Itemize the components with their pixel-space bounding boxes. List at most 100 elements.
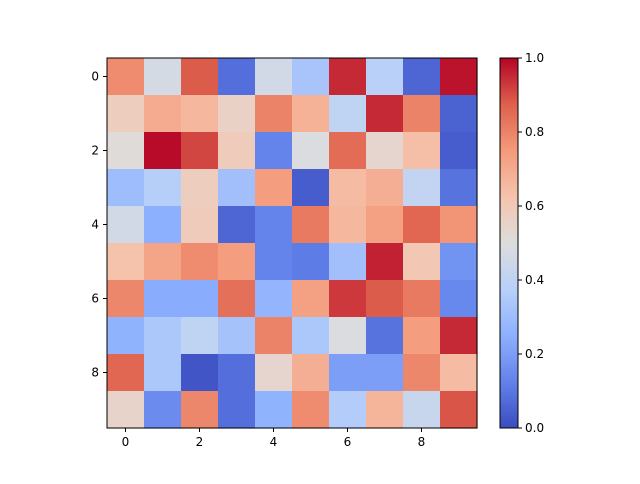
x-tick-label: 2 (196, 435, 204, 449)
heatmap-cell (218, 95, 256, 133)
heatmap-cell (107, 206, 145, 244)
heatmap-cell (218, 280, 256, 318)
heatmap-cell (107, 391, 145, 429)
heatmap-cell (255, 206, 293, 244)
heatmap-cell (144, 354, 182, 392)
heatmap-cell (107, 58, 145, 96)
y-tick-label: 6 (91, 292, 99, 306)
heatmap-cell (144, 169, 182, 207)
heatmap-cell (181, 354, 219, 392)
heatmap-cell (181, 132, 219, 170)
x-tick-label: 6 (344, 435, 352, 449)
heatmap-cell (144, 132, 182, 170)
heatmap-cell (403, 132, 441, 170)
heatmap-cell (366, 58, 404, 96)
heatmap-cell (292, 391, 330, 429)
colorbar-tick-label: 1.0 (525, 51, 544, 65)
heatmap-cell (329, 132, 367, 170)
heatmap-cell (255, 58, 293, 96)
heatmap-cell (329, 391, 367, 429)
heatmap-cell (329, 58, 367, 96)
heatmap-cell (255, 169, 293, 207)
heatmap-cell (403, 354, 441, 392)
heatmap-cell (292, 243, 330, 281)
y-tick-label: 2 (91, 144, 99, 158)
heatmap-cell (440, 132, 478, 170)
y-tick-label: 4 (91, 218, 99, 232)
heatmap-cell (107, 317, 145, 355)
heatmap-cell (403, 169, 441, 207)
heatmap-cell (366, 169, 404, 207)
heatmap-cell (218, 169, 256, 207)
heatmap-cell (366, 95, 404, 133)
colorbar-tick-label: 0.0 (525, 421, 544, 435)
heatmap-cell (218, 354, 256, 392)
heatmap-cell (403, 317, 441, 355)
heatmap-cell (181, 391, 219, 429)
heatmap-cell (255, 354, 293, 392)
heatmap-cell (366, 280, 404, 318)
heatmap-cell (218, 391, 256, 429)
heatmap-cell (292, 58, 330, 96)
heatmap-cell (440, 391, 478, 429)
heatmap-cell (255, 317, 293, 355)
heatmap-cell (292, 354, 330, 392)
heatmap-cell (440, 243, 478, 281)
heatmap-cell (218, 58, 256, 96)
heatmap-cell (329, 317, 367, 355)
heatmap-cell (440, 280, 478, 318)
heatmap-cell (403, 243, 441, 281)
heatmap-cell (440, 58, 478, 96)
heatmap-cell (366, 132, 404, 170)
heatmap-cell (292, 132, 330, 170)
heatmap-cell (107, 354, 145, 392)
colorbar-frame (499, 57, 519, 429)
heatmap-cell (181, 317, 219, 355)
colorbar-tick-label: 0.4 (525, 273, 544, 287)
heatmap-cell (144, 206, 182, 244)
heatmap-cell (403, 280, 441, 318)
heatmap-cell (181, 206, 219, 244)
heatmap-cell (329, 354, 367, 392)
heatmap-cell (329, 95, 367, 133)
heatmap-cell (366, 243, 404, 281)
heatmap-cell (107, 280, 145, 318)
heatmap-cell (218, 206, 256, 244)
heatmap-cell (366, 206, 404, 244)
heatmap-cell (144, 280, 182, 318)
colorbar-tick-label: 0.8 (525, 125, 544, 139)
heatmap-cell (255, 95, 293, 133)
heatmap-cell (107, 95, 145, 133)
heatmap-cell (440, 354, 478, 392)
heatmap-cell (440, 317, 478, 355)
heatmap-cell (292, 280, 330, 318)
heatmap-cell (181, 280, 219, 318)
heatmap-cell (329, 280, 367, 318)
heatmap-cell (181, 243, 219, 281)
x-tick-label: 4 (270, 435, 278, 449)
y-tick-label: 8 (91, 366, 99, 380)
heatmap-cell (107, 243, 145, 281)
heatmap-cell (181, 58, 219, 96)
heatmap-cell (107, 169, 145, 207)
heatmap-cell (255, 391, 293, 429)
heatmap-cell (329, 206, 367, 244)
heatmap-cell (181, 169, 219, 207)
heatmap-cell (403, 206, 441, 244)
x-tick-label: 8 (418, 435, 426, 449)
y-axis: 0 2 4 6 8 (91, 70, 107, 380)
x-tick-label: 0 (122, 435, 130, 449)
heatmap-cell (366, 354, 404, 392)
heatmap-cell (144, 243, 182, 281)
heatmap-cell (144, 95, 182, 133)
heatmap-cell (181, 95, 219, 133)
plot-frame (106, 57, 478, 429)
heatmap-cell (403, 95, 441, 133)
heatmap-cell (440, 95, 478, 133)
heatmap-cell (144, 391, 182, 429)
colorbar: 0.0 0.2 0.4 0.6 0.8 1.0 (499, 51, 544, 435)
y-tick-label: 0 (91, 70, 99, 84)
heatmap-cell (440, 169, 478, 207)
